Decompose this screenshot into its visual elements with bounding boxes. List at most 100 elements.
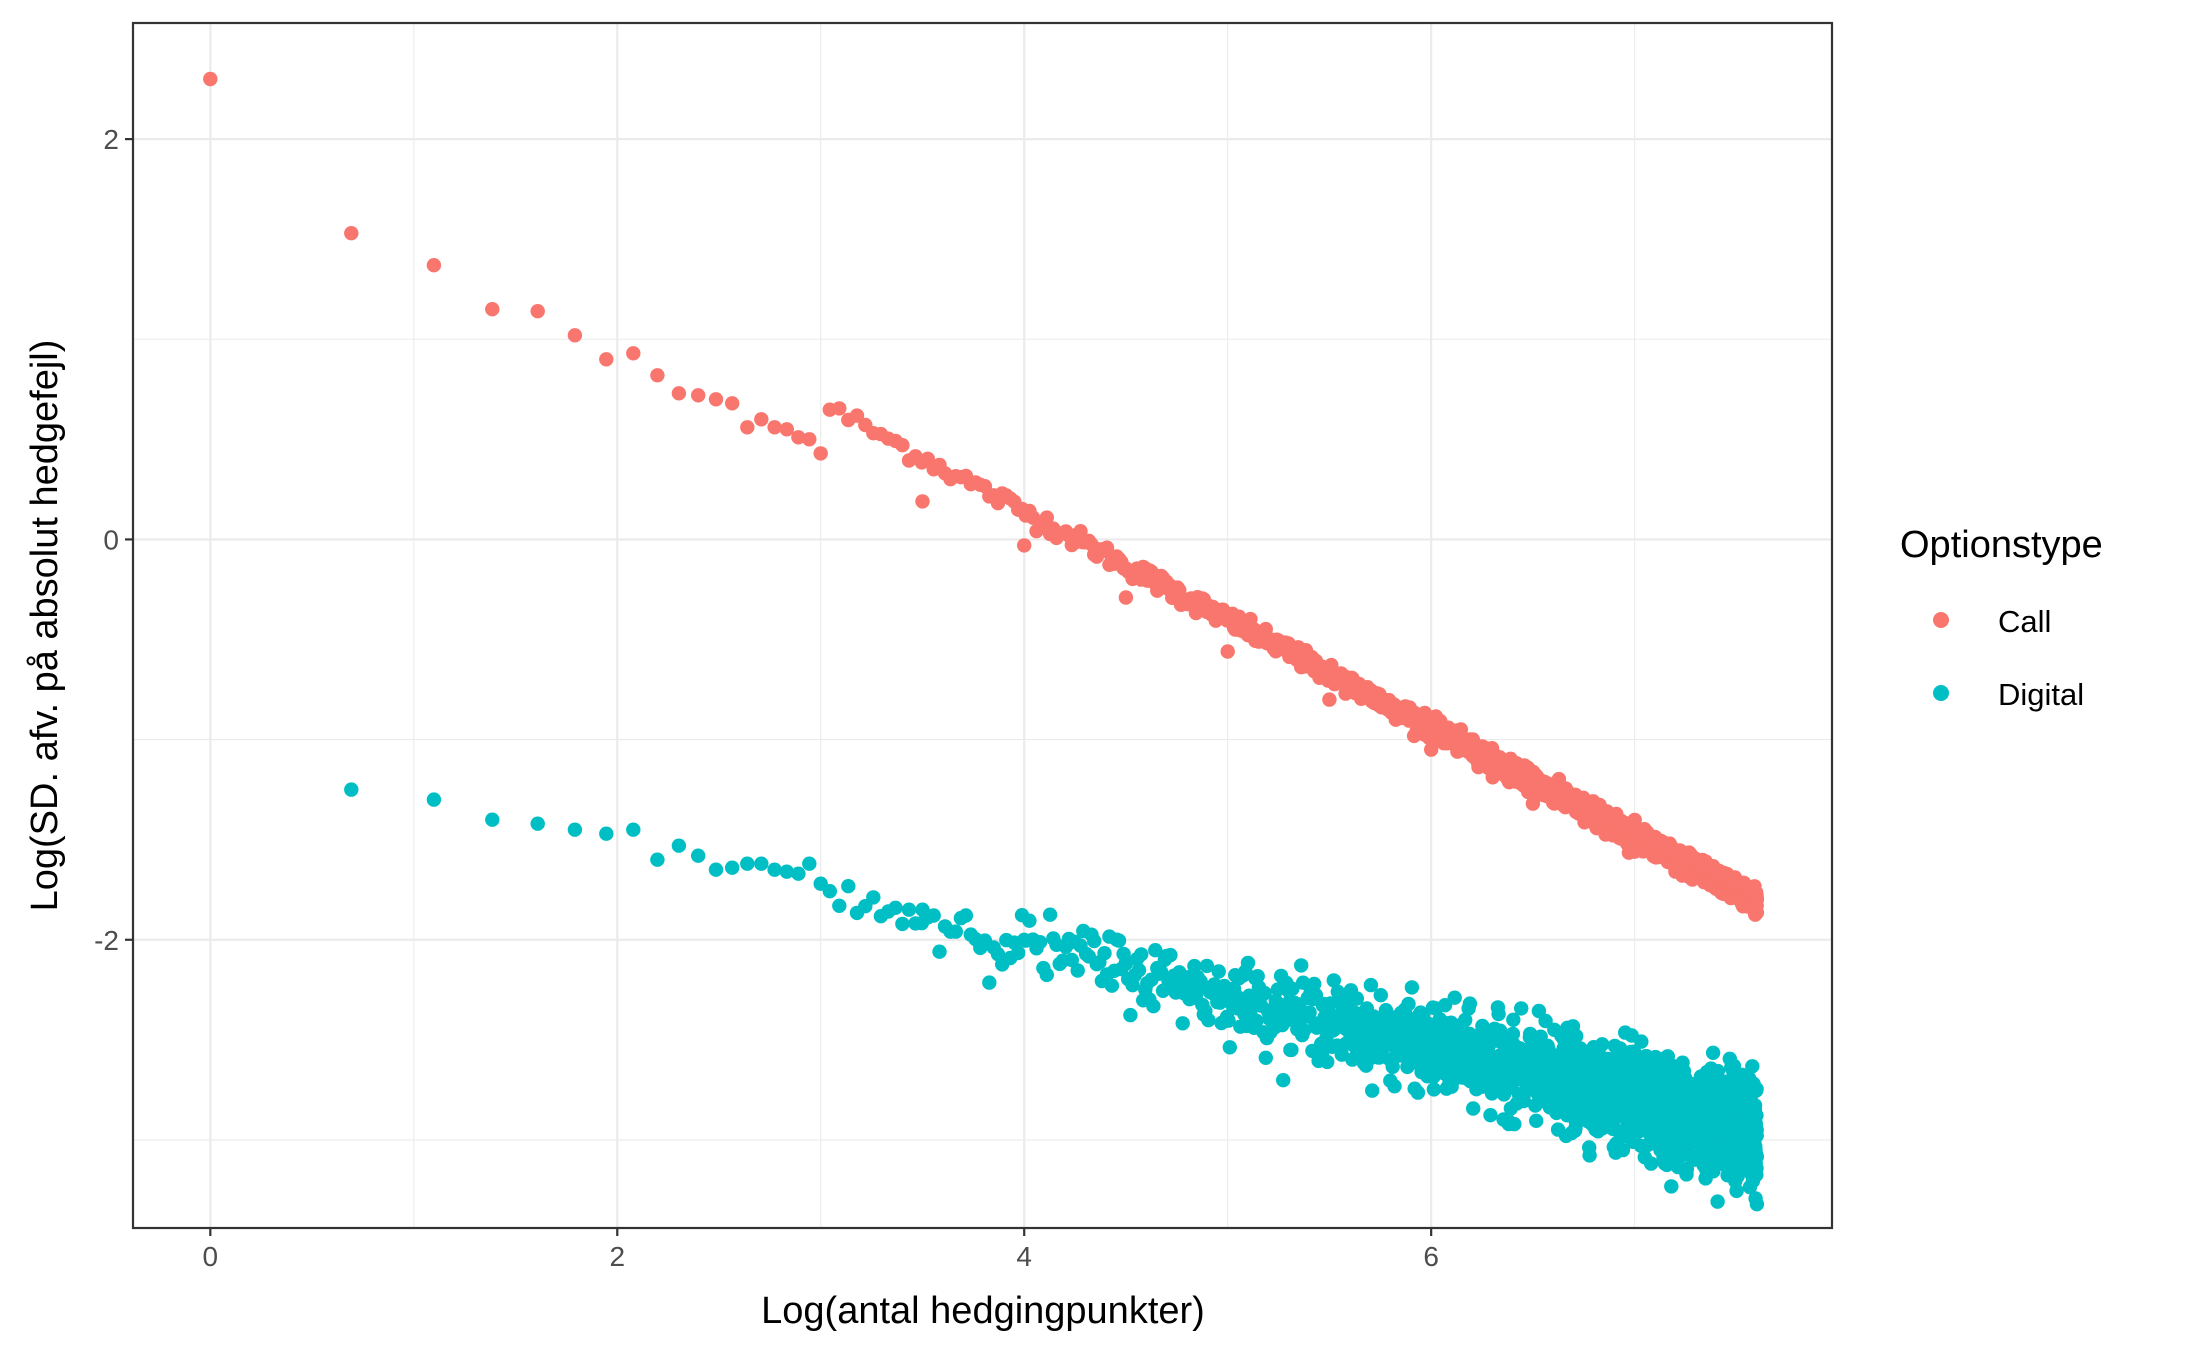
data-point-digital [888,900,903,915]
data-point-digital [1118,955,1134,970]
data-point-digital [1595,1037,1610,1052]
data-point-digital [1320,1054,1335,1070]
data-point-call [1453,722,1469,737]
data-point-digital [1258,1050,1274,1066]
data-point-call [725,396,740,411]
data-point-digital [1240,955,1256,971]
data-point-digital [754,856,769,871]
data-point-digital [1404,980,1420,995]
data-point-digital [791,866,806,881]
data-point-digital [1426,1082,1442,1097]
data-point-digital [1211,964,1226,979]
y-tick-label: 0 [103,524,119,555]
data-point-call [802,432,817,447]
data-point-call [767,420,782,435]
data-point-call [754,412,769,427]
data-point-digital [1410,1085,1426,1100]
y-tick-label: 2 [103,124,119,155]
data-point-digital [901,902,917,917]
data-point-digital [841,879,856,894]
data-point-call [530,304,545,319]
x-tick-label: 0 [203,1241,219,1272]
data-point-digital [708,862,724,877]
x-tick-label: 6 [1423,1241,1439,1272]
data-point-digital [1749,1149,1765,1164]
data-point-digital [1284,1042,1299,1058]
data-point-digital [650,852,665,867]
data-point-digital [1582,1148,1597,1163]
data-point-digital [1505,1026,1521,1042]
data-point-digital [1163,947,1178,963]
data-point-call [1039,510,1055,525]
data-point-digital [1187,958,1202,974]
legend-title: Optionstype [1900,524,2103,566]
data-point-digital [1538,1013,1553,1029]
data-point-digital [1296,1023,1312,1038]
data-point-digital [1447,990,1462,1005]
data-point-digital [1295,975,1311,990]
data-point-digital [1385,1059,1400,1075]
data-point-digital [932,944,947,959]
data-point-call [344,226,359,241]
data-point-digital [1199,958,1215,974]
data-point-digital [926,908,941,923]
data-point-digital [1458,1012,1473,1028]
data-point-digital [1221,1013,1236,1028]
data-point-digital [1749,1161,1764,1176]
legend-key-call [1933,612,1949,628]
data-point-digital [1042,907,1058,922]
data-point-digital [1201,1012,1216,1028]
data-point-digital [691,848,706,863]
data-point-digital [1097,946,1112,961]
data-point-digital [802,856,817,871]
data-point-digital [1401,996,1416,1012]
x-axis-title: Log(antal hedgingpunkter) [761,1290,1205,1332]
data-point-digital [1250,969,1265,984]
data-point-digital [948,924,963,939]
data-point-call [1073,524,1088,539]
data-point-digital [1749,1128,1764,1143]
y-axis-title: Log(SD. afv. på absolut hedgefejl) [24,340,66,912]
data-point-digital [1387,1079,1402,1094]
x-tick-label: 4 [1016,1241,1032,1272]
data-point-call [671,386,687,401]
data-point-digital [866,890,881,905]
y-tick-label: -2 [94,925,119,956]
data-point-digital [1249,1013,1264,1028]
data-point-call [1220,644,1235,659]
data-point-digital [1373,988,1389,1003]
data-point-digital [1070,963,1085,978]
data-point-digital [1745,1059,1760,1074]
data-point-digital [1257,985,1272,1001]
data-point-call [650,368,665,383]
data-point-digital [1123,1007,1138,1023]
series-digital [344,782,1765,1212]
data-point-digital [1491,1006,1506,1022]
data-point-digital [1087,933,1102,949]
data-point-digital [1276,1073,1291,1088]
data-point-call [832,401,847,416]
data-point-call [691,388,706,403]
data-point-digital [1153,964,1169,979]
data-point-digital [1039,967,1055,983]
data-point-digital [1615,1142,1631,1158]
data-point-digital [767,862,782,877]
data-point-digital [1514,1001,1529,1016]
data-point-call [708,392,724,407]
data-point-digital [1729,1183,1744,1199]
data-point-digital [1507,1116,1522,1132]
data-point-digital [1462,996,1478,1011]
data-point-digital [426,792,442,807]
data-point-digital [1749,1081,1764,1097]
data-point-digital [982,975,997,990]
data-point-digital [1302,1005,1317,1020]
data-point-digital [1710,1194,1725,1209]
data-point-digital [1705,1045,1721,1061]
data-point-digital [1634,1034,1649,1049]
x-tick-label: 2 [609,1241,625,1272]
data-point-call [779,422,794,437]
data-point-digital [779,864,794,879]
axis-ticks: 0 2 4 6 -2 0 2 [94,124,1439,1272]
data-point-digital [1326,973,1342,988]
